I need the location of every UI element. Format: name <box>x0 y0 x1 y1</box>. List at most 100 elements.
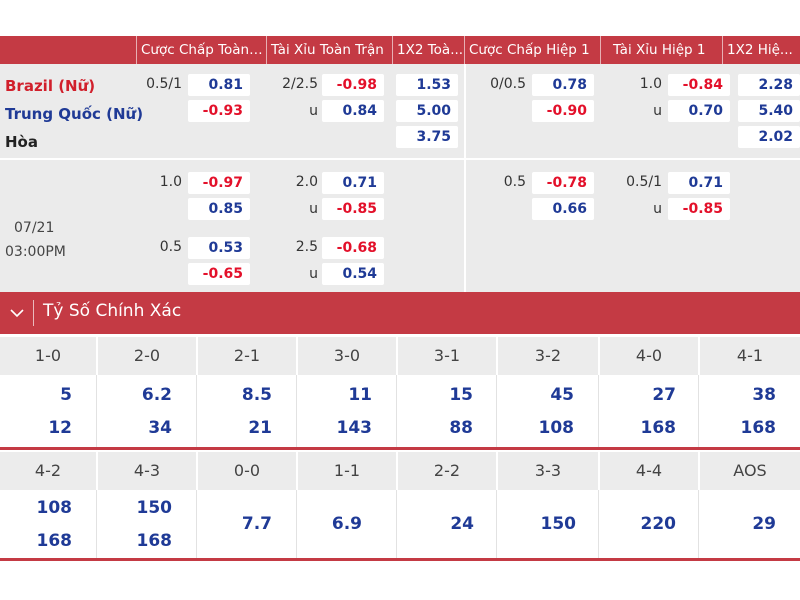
cell-divider <box>96 490 97 558</box>
ft-1x2-draw-odd[interactable]: 3.75 <box>396 126 458 148</box>
col-ft-over-under[interactable]: Tài Xỉu Toàn Trận <box>266 36 392 64</box>
score-odd-home[interactable]: 6.2 <box>141 385 172 405</box>
alt1-h1-hdp-away-odd[interactable]: 0.66 <box>532 198 594 220</box>
cell-divider <box>96 375 97 447</box>
cell-divider <box>698 490 699 558</box>
alt1-ft-hdp-line: 1.0 <box>159 174 182 190</box>
ft-ou-under-odd[interactable]: 0.84 <box>322 100 384 122</box>
ft-ou-under-label: u <box>309 103 318 119</box>
ft-hdp-away-odd[interactable]: -0.93 <box>188 100 250 122</box>
col-ft-handicap[interactable]: Cược Chấp Toàn ... <box>136 36 266 64</box>
ft-ou-line: 2/2.5 <box>282 76 318 92</box>
alt1-h1-ou-over-odd[interactable]: 0.71 <box>668 172 730 194</box>
h1-hdp-home-odd[interactable]: 0.78 <box>532 74 594 96</box>
cell-divider <box>196 337 198 375</box>
score-odd-away[interactable]: 168 <box>36 531 73 551</box>
cell-divider <box>196 452 198 490</box>
h1-1x2-away-odd[interactable]: 5.40 <box>738 100 800 122</box>
cell-divider <box>496 490 497 558</box>
score-odd-home[interactable]: 11 <box>348 385 372 405</box>
alt2-ft-ou-under-label: u <box>309 266 318 282</box>
score-odd-away[interactable]: 143 <box>336 418 373 438</box>
score-label-row-2: 4-2 4-3 0-0 1-1 2-2 3-3 4-4 AOS <box>0 452 800 490</box>
col-h1-over-under[interactable]: Tài Xỉu Hiệp 1 <box>600 36 730 64</box>
score-odd[interactable]: 220 <box>640 514 677 534</box>
col-h1-handicap[interactable]: Cược Chấp Hiệp 1 <box>464 36 600 64</box>
score-odd-away[interactable]: 168 <box>136 531 173 551</box>
h1-1x2-draw-odd[interactable]: 2.02 <box>738 126 800 148</box>
alt1-h1-ou-line: 0.5/1 <box>626 174 662 190</box>
score-odd[interactable]: 24 <box>450 514 474 534</box>
alt2-ft-hdp-away-odd[interactable]: -0.65 <box>188 263 250 285</box>
alt1-h1-ou-under-odd[interactable]: -0.85 <box>668 198 730 220</box>
team-draw: Hòa <box>5 133 38 151</box>
cell-divider <box>598 452 600 490</box>
score-odd[interactable]: 7.7 <box>241 514 272 534</box>
cell-divider <box>698 375 699 447</box>
score-odd-home[interactable]: 27 <box>652 385 676 405</box>
score-odd-home[interactable]: 38 <box>752 385 776 405</box>
score-odd-away[interactable]: 12 <box>48 418 72 438</box>
correct-score-header[interactable]: Tỷ Số Chính Xác <box>0 292 800 334</box>
score-odd-away[interactable]: 21 <box>248 418 272 438</box>
cell-divider <box>496 452 498 490</box>
col-ft-1x2[interactable]: 1X2 Toà... <box>392 36 464 64</box>
alt1-ft-ou-under-odd[interactable]: -0.85 <box>322 198 384 220</box>
half-divider <box>464 64 466 293</box>
score-odd-home[interactable]: 150 <box>136 498 173 518</box>
ft-1x2-away-odd[interactable]: 5.00 <box>396 100 458 122</box>
correct-score-title: Tỷ Số Chính Xác <box>43 301 182 321</box>
score-odd[interactable]: 150 <box>540 514 577 534</box>
score-label: 3-1 <box>433 346 461 365</box>
score-label: 4-4 <box>635 461 663 480</box>
h1-ou-under-label: u <box>653 103 662 119</box>
col-h1-1x2[interactable]: 1X2 Hiệ... <box>722 36 800 64</box>
match-date: 07/21 <box>14 220 55 236</box>
score-odd-away[interactable]: 34 <box>148 418 172 438</box>
alt2-ft-ou-line: 2.5 <box>295 239 318 255</box>
alt1-h1-hdp-line: 0.5 <box>503 174 526 190</box>
score-odd-home[interactable]: 5 <box>60 385 72 405</box>
ft-1x2-home-odd[interactable]: 1.53 <box>396 74 458 96</box>
score-odd-home[interactable]: 15 <box>449 385 473 405</box>
alt2-ft-ou-over-odd[interactable]: -0.68 <box>322 237 384 259</box>
row-separator <box>0 447 800 450</box>
score-label: 2-1 <box>233 346 261 365</box>
alt1-ft-hdp-home-odd[interactable]: -0.97 <box>188 172 250 194</box>
score-odd-away[interactable]: 88 <box>449 418 473 438</box>
alt1-ft-hdp-away-odd[interactable]: 0.85 <box>188 198 250 220</box>
cell-divider <box>296 490 297 558</box>
h1-hdp-away-odd[interactable]: -0.90 <box>532 100 594 122</box>
cell-divider <box>496 375 497 447</box>
score-label: 4-0 <box>635 346 663 365</box>
alt1-h1-hdp-home-odd[interactable]: -0.78 <box>532 172 594 194</box>
cell-divider <box>296 375 297 447</box>
alt1-ft-ou-over-odd[interactable]: 0.71 <box>322 172 384 194</box>
score-odd-away[interactable]: 168 <box>740 418 777 438</box>
score-odd-away[interactable]: 108 <box>538 418 575 438</box>
h1-ou-under-odd[interactable]: 0.70 <box>668 100 730 122</box>
chevron-down-icon[interactable] <box>8 304 26 322</box>
cell-divider <box>196 375 197 447</box>
ft-ou-over-odd[interactable]: -0.98 <box>322 74 384 96</box>
score-label: 4-2 <box>34 461 62 480</box>
h1-1x2-home-odd[interactable]: 2.28 <box>738 74 800 96</box>
score-odd-home[interactable]: 108 <box>36 498 73 518</box>
cell-divider <box>96 452 98 490</box>
score-odd[interactable]: 29 <box>752 514 776 534</box>
score-label: 1-0 <box>34 346 62 365</box>
cell-divider <box>396 337 398 375</box>
ft-hdp-home-odd[interactable]: 0.81 <box>188 74 250 96</box>
alt2-ft-hdp-home-odd[interactable]: 0.53 <box>188 237 250 259</box>
alt1-ft-ou-under-label: u <box>309 201 318 217</box>
score-odd[interactable]: 6.9 <box>331 514 362 534</box>
h1-ou-over-odd[interactable]: -0.84 <box>668 74 730 96</box>
cell-divider <box>396 490 397 558</box>
score-label: AOS <box>733 461 767 480</box>
ft-hdp-line: 0.5/1 <box>146 76 182 92</box>
alt2-ft-ou-under-odd[interactable]: 0.54 <box>322 263 384 285</box>
score-odd-away[interactable]: 168 <box>640 418 677 438</box>
score-odd-home[interactable]: 8.5 <box>241 385 272 405</box>
score-odd-home[interactable]: 45 <box>550 385 574 405</box>
